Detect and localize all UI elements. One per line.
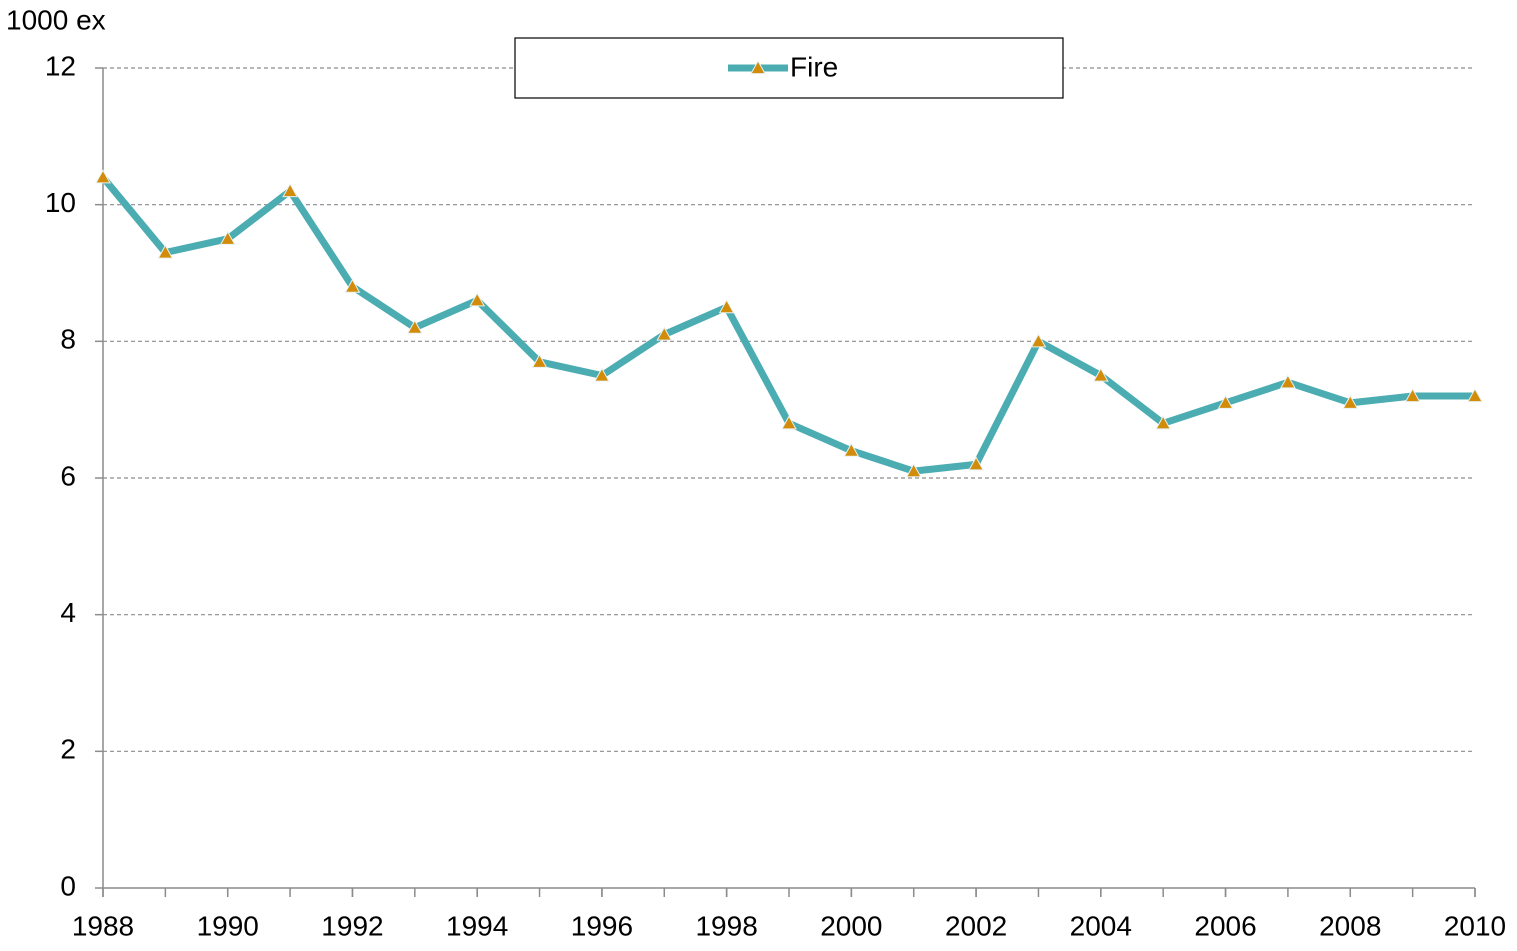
y-tick-label: 6: [60, 460, 76, 491]
legend-label: Fire: [790, 51, 838, 82]
data-point: [469, 292, 486, 307]
y-tick-label: 0: [60, 870, 76, 901]
data-point: [531, 353, 548, 368]
data-point: [406, 319, 423, 334]
data-point: [282, 182, 298, 198]
x-tick-label: 1988: [72, 910, 134, 941]
data-point: [1092, 367, 1109, 382]
y-tick-label: 8: [60, 324, 76, 355]
legend-box: [514, 37, 1064, 99]
data-point: [843, 442, 860, 457]
data-point: [718, 299, 735, 314]
data-point: [905, 463, 922, 478]
data-point: [1155, 415, 1172, 430]
y-tick-label: 2: [60, 734, 76, 765]
data-point: [1467, 387, 1483, 403]
data-point: [1217, 394, 1234, 409]
x-tick-label: 1992: [321, 910, 383, 941]
x-tick-label: 2006: [1194, 910, 1256, 941]
data-point: [344, 278, 361, 293]
y-axis-label: 1000 ex: [6, 4, 106, 35]
x-tick-label: 2008: [1319, 910, 1381, 941]
x-tick-label: 2002: [945, 910, 1007, 941]
x-tick-label: 1998: [695, 910, 757, 941]
x-tick-label: 1996: [571, 910, 633, 941]
data-point: [656, 326, 673, 341]
legend-marker: [750, 59, 766, 75]
y-tick-label: 4: [60, 597, 76, 628]
data-point: [95, 169, 111, 184]
x-tick-label: 2004: [1070, 910, 1132, 941]
data-point: [594, 367, 610, 382]
data-point: [1404, 387, 1421, 403]
data-point: [1030, 333, 1047, 348]
y-tick-label: 12: [45, 50, 76, 81]
x-tick-label: 2010: [1444, 910, 1506, 941]
data-point: [1342, 394, 1359, 409]
data-point: [1280, 374, 1296, 389]
x-tick-label: 1990: [197, 910, 259, 941]
data-point: [781, 415, 797, 430]
x-tick-label: 1994: [446, 910, 508, 941]
data-point: [157, 244, 174, 259]
y-tick-label: 10: [45, 187, 76, 218]
data-point: [219, 230, 236, 245]
x-tick-label: 2000: [820, 910, 882, 941]
data-point: [968, 456, 984, 471]
